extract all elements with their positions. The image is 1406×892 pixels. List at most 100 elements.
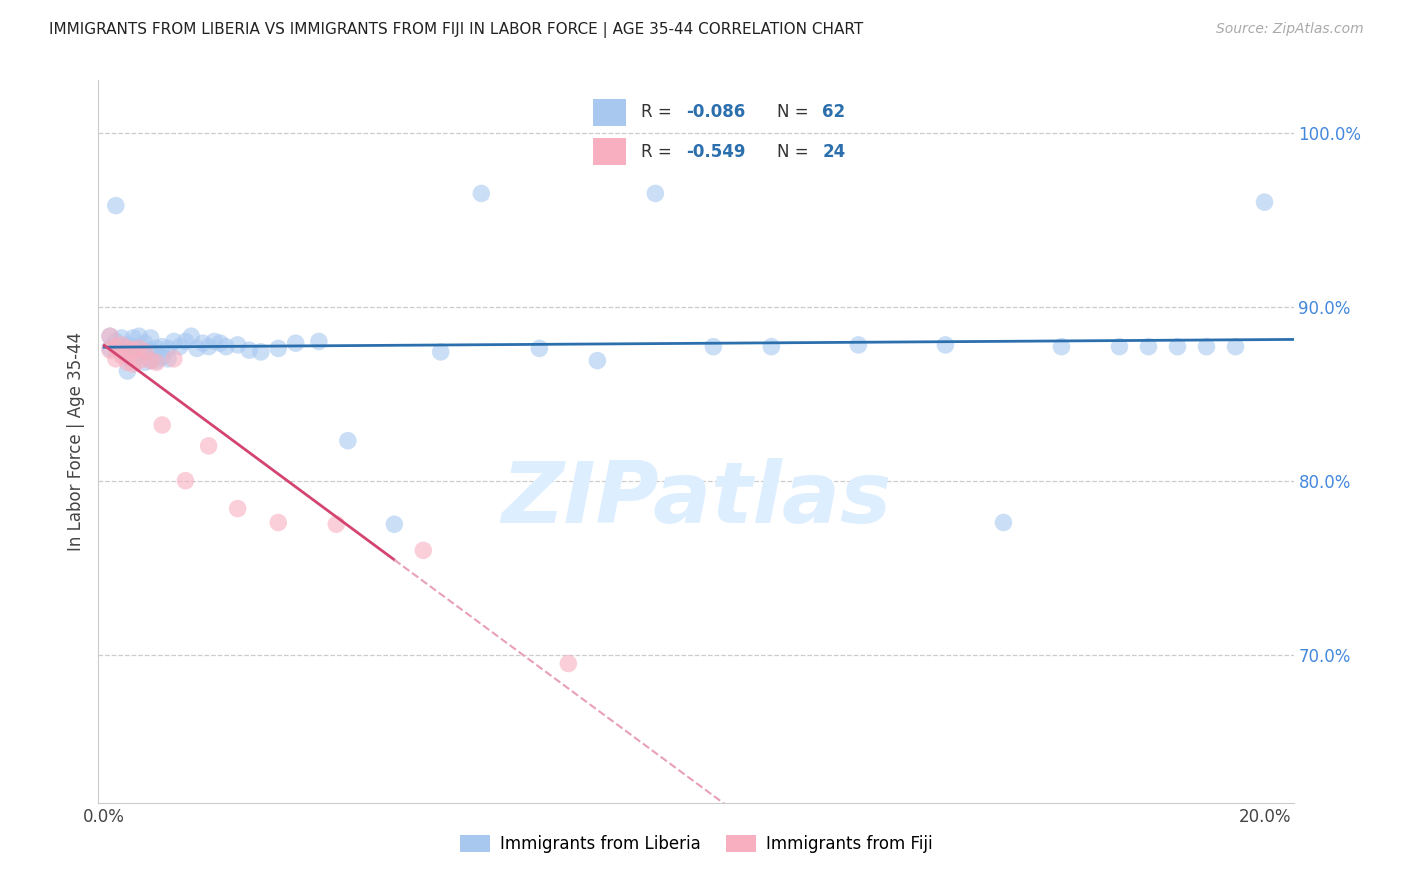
Point: [429, 344, 451, 359]
Text: 24: 24: [823, 144, 845, 161]
Point: [702, 340, 724, 354]
Point: [250, 344, 273, 359]
Point: [150, 340, 173, 354]
Text: Source: ZipAtlas.com: Source: ZipAtlas.com: [1216, 22, 1364, 37]
Point: [197, 439, 219, 453]
Point: [139, 353, 162, 368]
Point: [122, 331, 145, 345]
Point: [993, 516, 1015, 530]
Point: [848, 338, 870, 352]
Point: [128, 342, 150, 356]
Point: [104, 199, 127, 213]
Point: [934, 338, 956, 352]
Point: [284, 336, 307, 351]
Point: [226, 501, 249, 516]
Point: [157, 342, 180, 356]
Point: [111, 344, 134, 359]
Point: [191, 336, 214, 351]
Point: [104, 334, 127, 349]
Point: [267, 516, 290, 530]
Point: [197, 340, 219, 354]
Point: [111, 348, 134, 362]
Point: [267, 342, 290, 356]
Bar: [592, 98, 626, 126]
Point: [174, 474, 197, 488]
Point: [186, 342, 208, 356]
Point: [128, 329, 150, 343]
Point: [382, 517, 405, 532]
Point: [117, 350, 139, 364]
Point: [117, 355, 139, 369]
Bar: [592, 138, 626, 165]
Point: [1195, 340, 1218, 354]
Point: [111, 338, 134, 352]
Point: [163, 334, 186, 349]
Text: ZIPatlas: ZIPatlas: [501, 458, 891, 541]
Point: [470, 186, 492, 201]
Point: [204, 334, 226, 349]
Point: [145, 355, 167, 369]
Text: 62: 62: [823, 103, 845, 121]
Point: [122, 343, 145, 358]
Point: [128, 342, 150, 356]
Point: [111, 343, 134, 358]
Point: [98, 329, 121, 343]
Point: [145, 342, 167, 356]
Point: [325, 517, 347, 532]
Text: R =: R =: [641, 103, 676, 121]
Point: [215, 340, 238, 354]
Text: N =: N =: [778, 103, 814, 121]
Point: [308, 334, 330, 349]
Point: [98, 343, 121, 358]
Point: [98, 342, 121, 356]
Point: [1108, 340, 1130, 354]
Point: [139, 353, 162, 368]
Point: [134, 336, 156, 351]
Point: [1137, 340, 1160, 354]
Point: [238, 343, 260, 358]
Point: [1225, 340, 1247, 354]
Point: [336, 434, 359, 448]
Point: [98, 329, 121, 343]
Point: [117, 338, 139, 352]
Point: [150, 350, 173, 364]
Point: [1050, 340, 1073, 354]
Point: [117, 342, 139, 356]
Point: [104, 351, 127, 366]
Text: R =: R =: [641, 144, 676, 161]
Point: [1253, 195, 1275, 210]
Point: [111, 331, 134, 345]
Text: -0.549: -0.549: [686, 144, 745, 161]
Y-axis label: In Labor Force | Age 35-44: In Labor Force | Age 35-44: [66, 332, 84, 551]
Point: [134, 344, 156, 359]
Point: [163, 351, 186, 366]
Point: [128, 353, 150, 368]
Point: [180, 329, 202, 343]
Text: IMMIGRANTS FROM LIBERIA VS IMMIGRANTS FROM FIJI IN LABOR FORCE | AGE 35-44 CORRE: IMMIGRANTS FROM LIBERIA VS IMMIGRANTS FR…: [49, 22, 863, 38]
Point: [122, 340, 145, 354]
Point: [644, 186, 666, 201]
Point: [139, 343, 162, 358]
Text: N =: N =: [778, 144, 814, 161]
Point: [157, 351, 180, 366]
Point: [134, 355, 156, 369]
Point: [134, 346, 156, 360]
Point: [104, 340, 127, 354]
Point: [412, 543, 434, 558]
Point: [122, 357, 145, 371]
Point: [145, 353, 167, 368]
Text: -0.086: -0.086: [686, 103, 745, 121]
Point: [169, 340, 191, 354]
Point: [557, 657, 579, 671]
Point: [586, 353, 609, 368]
Point: [117, 364, 139, 378]
Point: [150, 417, 173, 432]
Point: [122, 351, 145, 366]
Point: [226, 338, 249, 352]
Point: [761, 340, 783, 354]
Point: [529, 342, 551, 356]
Point: [209, 336, 232, 351]
Legend: Immigrants from Liberia, Immigrants from Fiji: Immigrants from Liberia, Immigrants from…: [453, 828, 939, 860]
Point: [1166, 340, 1188, 354]
Point: [174, 334, 197, 349]
